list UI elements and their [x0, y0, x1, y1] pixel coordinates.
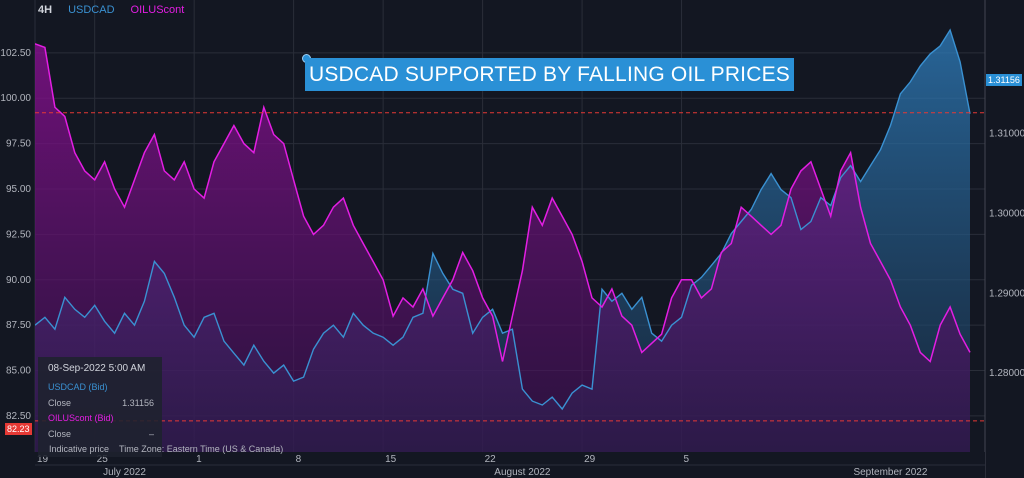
timezone-note: Time Zone: Eastern Time (US & Canada) — [119, 444, 284, 454]
left-tick-label: 92.50 — [6, 229, 31, 240]
left-tick-label: 87.50 — [6, 320, 31, 331]
x-tick-label: 15 — [385, 454, 397, 465]
x-tick-label: 1 — [196, 454, 202, 465]
timeframe-label[interactable]: 4H — [38, 4, 53, 16]
data-window-date: 08-Sep-2022 5:00 AM — [48, 363, 146, 374]
left-tick-label: 100.00 — [0, 93, 31, 104]
legend-usdcad[interactable]: USDCAD — [68, 4, 115, 16]
oil-header: OILUScont (Bid) — [48, 413, 114, 423]
legend-oil[interactable]: OILUScont — [130, 4, 185, 16]
x-tick-label: 8 — [296, 454, 302, 465]
oil-close-label: Close — [48, 429, 72, 439]
usdcad-line — [35, 28, 971, 411]
right-tick-label: 1.30000 — [989, 209, 1024, 220]
left-tick-label: 95.00 — [6, 184, 31, 195]
oil-line — [35, 43, 971, 363]
x-tick-label: 25 — [97, 454, 109, 465]
footnote: Indicative price Time Zone: Eastern Time… — [49, 444, 283, 454]
right-tick-label: 1.28000 — [989, 368, 1024, 379]
chart-legend: 4H USDCAD OILUScont — [38, 4, 184, 16]
month-label: August 2022 — [494, 467, 551, 478]
price-type-note: Indicative price — [49, 444, 110, 454]
left-tick-label: 97.50 — [6, 139, 31, 150]
month-label: September 2022 — [853, 467, 927, 478]
oil-last-price-badge: 82.23 — [5, 423, 32, 435]
x-tick-label: 29 — [584, 454, 596, 465]
x-tick-label: 5 — [684, 454, 690, 465]
right-tick-label: 1.29000 — [989, 288, 1024, 299]
usdcad-header: USDCAD (Bid) — [48, 382, 108, 392]
oil-close-value: – — [148, 429, 154, 439]
right-tick-label: 1.31000 — [989, 129, 1024, 140]
left-tick-label: 90.00 — [6, 275, 31, 286]
x-tick-label: 19 — [37, 454, 49, 465]
usdcad-close-value: 1.31156 — [122, 398, 154, 408]
left-tick-label: 102.50 — [0, 48, 31, 59]
x-tick-label: 22 — [485, 454, 497, 465]
usdcad-close-label: Close — [48, 398, 72, 408]
data-window: 08-Sep-2022 5:00 AM USDCAD (Bid) Close 1… — [38, 357, 162, 457]
month-label: July 2022 — [103, 467, 146, 478]
usdcad-last-price-badge: 1.31156 — [986, 74, 1022, 86]
left-tick-label: 85.00 — [6, 366, 31, 377]
chart-title: USDCAD SUPPORTED BY FALLING OIL PRICES — [305, 58, 794, 91]
left-tick-label: 82.50 — [6, 411, 31, 422]
oil-area — [35, 43, 970, 452]
